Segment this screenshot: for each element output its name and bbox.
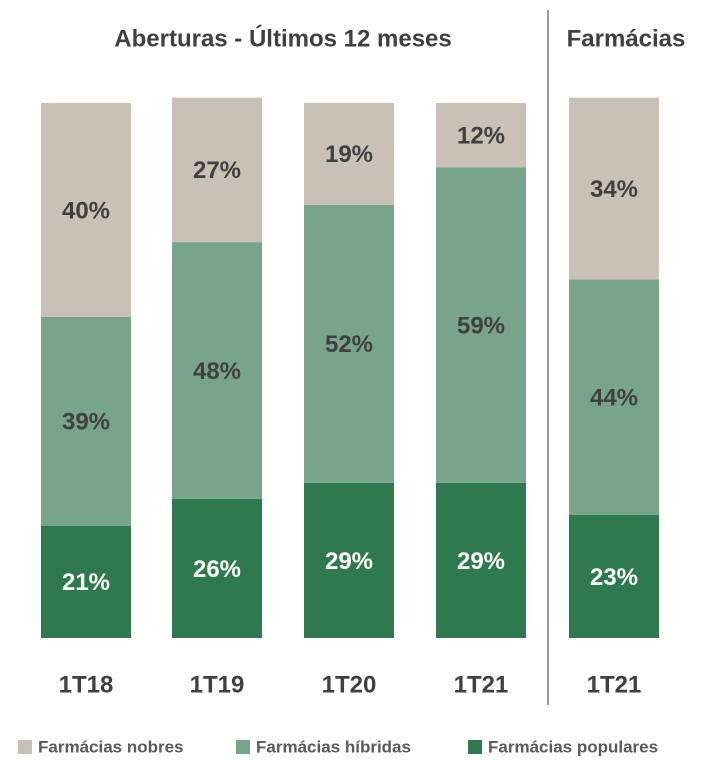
data-label: 52% bbox=[325, 331, 373, 358]
data-label: 29% bbox=[457, 548, 505, 575]
panel-title: Farmácias bbox=[567, 25, 686, 52]
data-label: 40% bbox=[62, 197, 110, 224]
bar-segment bbox=[304, 482, 394, 638]
data-label: 39% bbox=[62, 409, 110, 436]
data-label: 12% bbox=[457, 122, 505, 149]
bar-segment bbox=[436, 103, 526, 168]
bar-segment bbox=[436, 482, 526, 638]
bar-segment bbox=[569, 97, 659, 280]
data-label: 48% bbox=[193, 358, 241, 385]
x-tick-label: 1T20 bbox=[322, 671, 377, 698]
bar-segment bbox=[569, 514, 659, 638]
data-label: 19% bbox=[325, 141, 373, 168]
bar-segment bbox=[436, 167, 526, 483]
data-label: 59% bbox=[457, 312, 505, 339]
legend-swatch bbox=[468, 740, 482, 754]
bar-segment bbox=[41, 317, 131, 526]
bar-segment bbox=[304, 204, 394, 483]
legend-swatch bbox=[236, 740, 250, 754]
x-tick-label: 1T19 bbox=[190, 671, 245, 698]
data-label: 27% bbox=[193, 157, 241, 184]
bar-segment bbox=[172, 97, 262, 243]
data-label: 44% bbox=[590, 385, 638, 412]
data-label: 34% bbox=[590, 176, 638, 203]
legend-swatch bbox=[18, 740, 32, 754]
bar-segment bbox=[41, 525, 131, 638]
legend-label: Farmácias híbridas bbox=[256, 737, 411, 756]
bar-segment bbox=[304, 103, 394, 205]
x-tick-label: 1T18 bbox=[59, 671, 114, 698]
bar-segment bbox=[569, 279, 659, 515]
legend-label: Farmácias nobres bbox=[38, 737, 184, 756]
legend-label: Farmácias populares bbox=[488, 737, 658, 756]
data-label: 21% bbox=[62, 569, 110, 596]
bar-segment bbox=[41, 103, 131, 317]
data-label: 29% bbox=[325, 548, 373, 575]
data-label: 23% bbox=[590, 564, 638, 591]
x-tick-label: 1T21 bbox=[587, 671, 642, 698]
x-tick-label: 1T21 bbox=[454, 671, 509, 698]
panel-title: Aberturas - Últimos 12 meses bbox=[114, 24, 451, 52]
bar-segment bbox=[172, 498, 262, 638]
data-label: 26% bbox=[193, 556, 241, 583]
bar-segment bbox=[172, 242, 262, 499]
